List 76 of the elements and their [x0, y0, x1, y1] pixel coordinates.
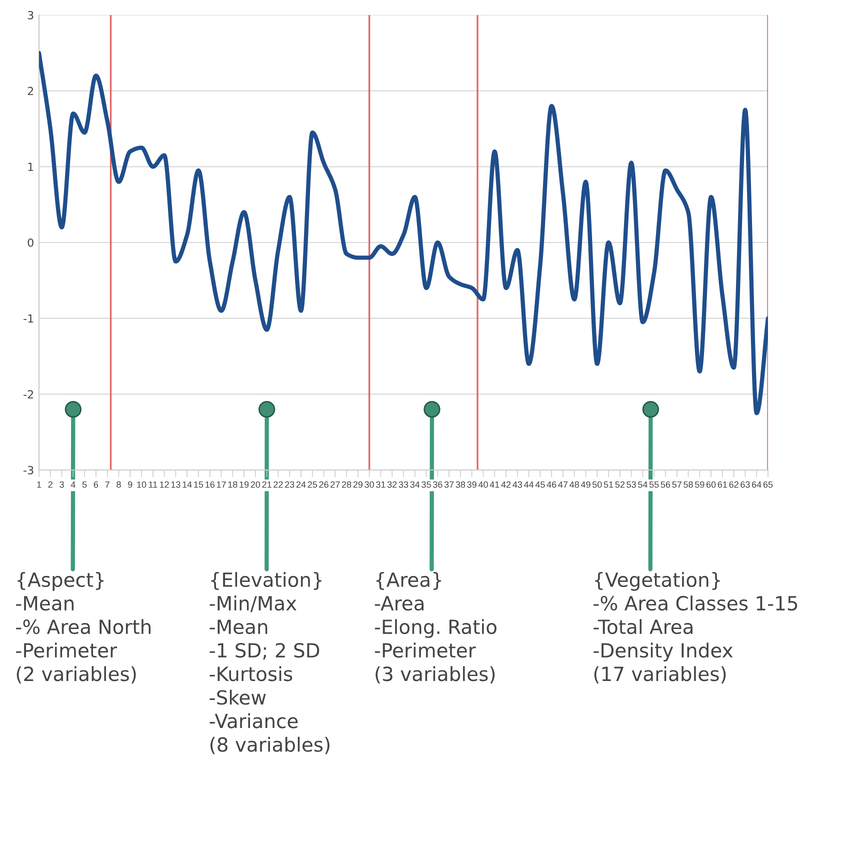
x-tick-label: 56: [660, 481, 670, 488]
x-tick-label: 10: [137, 481, 146, 488]
x-tick-label: 51: [604, 481, 614, 488]
x-tick-label: 50: [592, 481, 602, 488]
x-tick-label: 24: [296, 481, 306, 488]
x-tick-label: 28: [342, 481, 352, 488]
x-tick-label: 33: [398, 481, 408, 488]
x-tick-label: 3: [60, 481, 64, 488]
annotation: {Elevation} -Min/Max -Mean -1 SD; 2 SD -Kurtosis -Skew -Variance (8 variables): [210, 572, 330, 754]
x-tick-label: 29: [353, 481, 363, 488]
x-tick-label: 37: [444, 481, 454, 488]
x-tick-label: 7: [105, 481, 110, 488]
x-tick-label: 18: [228, 481, 238, 488]
x-tick-label: 55: [649, 481, 659, 488]
x-tick-label: 11: [148, 481, 158, 488]
x-tick-label: 48: [570, 481, 579, 488]
x-tick-label: 60: [706, 481, 716, 488]
x-tick-label: 9: [128, 481, 132, 488]
x-tick-label: 54: [638, 481, 648, 488]
x-tick-label: 38: [456, 481, 466, 488]
x-tick-label: 15: [194, 481, 204, 488]
x-tick-label: 31: [376, 481, 386, 488]
y-tick-label: -1: [24, 314, 34, 323]
x-tick-label: 40: [478, 481, 488, 488]
x-tick-label: 59: [694, 481, 704, 488]
x-tick-label: 1: [37, 481, 42, 488]
x-tick-label: 41: [490, 481, 500, 488]
x-tick-label: 63: [740, 481, 750, 488]
y-tick-label: 0: [28, 238, 34, 247]
x-tick-label: 62: [729, 481, 738, 488]
x-tick-label: 2: [48, 481, 52, 488]
x-tick-label: 13: [171, 481, 180, 488]
x-tick-label: 43: [512, 481, 522, 488]
x-tick-label: 46: [546, 481, 556, 488]
x-tick-label: 4: [70, 481, 76, 488]
x-tick-label: 6: [94, 481, 98, 488]
x-tick-label: 30: [364, 481, 374, 488]
x-tick-label: 42: [501, 481, 511, 488]
x-tick-label: 22: [274, 481, 283, 488]
x-tick-label: 19: [240, 481, 249, 488]
y-tick-label: 3: [28, 10, 34, 20]
y-tick-label: -2: [24, 390, 34, 398]
x-tick-label: 8: [116, 481, 121, 488]
x-tick-label: 26: [319, 481, 328, 488]
x-tick-label: 64: [752, 481, 762, 488]
x-tick-label: 47: [558, 481, 568, 488]
x-tick-label: 16: [206, 481, 214, 488]
x-tick-label: 23: [285, 481, 294, 488]
x-tick-label: 5: [82, 481, 87, 488]
x-tick-label: 27: [330, 481, 340, 488]
x-tick-label: 61: [718, 481, 728, 488]
y-tick-label: 2: [28, 86, 34, 96]
x-tick-label: 39: [467, 481, 476, 488]
x-tick-label: 34: [410, 481, 420, 488]
annotation: {Area} -Area -Elong. Ratio -Perimeter (3 variables): [374, 572, 496, 684]
x-tick-label: 44: [524, 481, 534, 488]
x-tick-label: 58: [684, 481, 693, 488]
x-tick-label: 53: [626, 481, 636, 488]
x-tick-label: 20: [250, 481, 260, 488]
x-tick-label: 17: [216, 481, 226, 488]
x-tick-label: 65: [763, 481, 773, 488]
y-tick-label: -3: [24, 466, 34, 474]
x-tick-label: 45: [535, 481, 545, 488]
x-tick-label: 57: [672, 481, 682, 488]
annotation: {Vegetation} -% Area Classes 1-15 -Total Area -Density Index (17 variables): [594, 572, 798, 684]
x-tick-label: 36: [432, 481, 442, 488]
x-tick-label: 35: [422, 481, 431, 488]
x-tick-label: 12: [160, 481, 169, 488]
annotation: {Aspect} -Mean -% Area North -Perimeter (2 variables): [16, 572, 150, 684]
y-tick-label: 1: [28, 162, 34, 171]
x-tick-label: 52: [615, 481, 624, 488]
x-tick-label: 49: [580, 481, 590, 488]
x-tick-label: 32: [387, 481, 397, 488]
x-tick-label: 25: [308, 481, 318, 488]
x-tick-label: 21: [262, 481, 272, 488]
x-tick-label: 14: [182, 481, 192, 488]
